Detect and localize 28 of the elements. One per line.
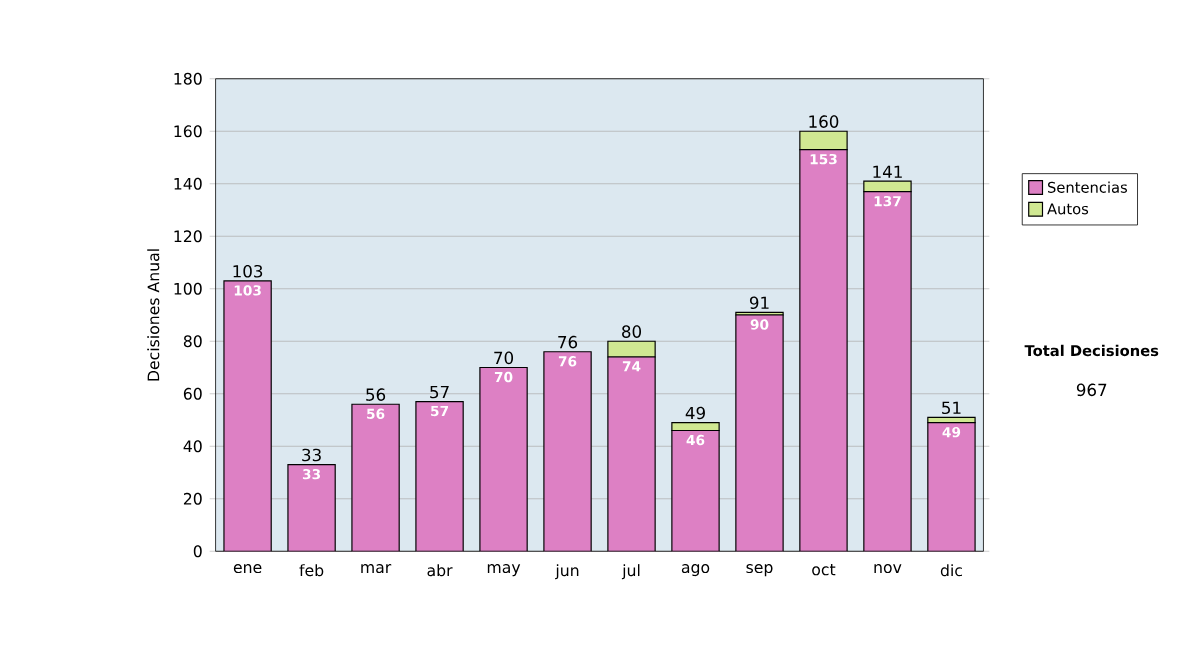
bar xyxy=(223,281,272,552)
bar xyxy=(543,352,592,552)
total-label: 49 xyxy=(685,406,705,420)
total-label: 103 xyxy=(233,265,263,278)
total-label: 80 xyxy=(622,325,642,339)
total-label: 57 xyxy=(430,386,449,399)
bar xyxy=(735,315,784,552)
total-label: 91 xyxy=(749,296,769,310)
total-label: 56 xyxy=(366,388,386,402)
text: 967 xyxy=(1076,383,1107,397)
bar xyxy=(927,422,976,552)
total-label: 70 xyxy=(494,351,514,365)
bar xyxy=(671,422,720,432)
bar xyxy=(863,180,912,193)
bar xyxy=(607,357,656,552)
bar xyxy=(415,401,464,552)
bar xyxy=(479,367,528,552)
bar xyxy=(863,191,912,552)
bar xyxy=(799,149,848,552)
total-label: 33 xyxy=(302,448,321,462)
bar xyxy=(351,404,400,552)
total-label: 76 xyxy=(558,336,578,349)
bar xyxy=(287,464,336,552)
bar xyxy=(671,430,720,552)
total-label: 51 xyxy=(942,401,961,415)
bar xyxy=(607,340,656,358)
total-label: 160 xyxy=(809,115,839,129)
total-label: 141 xyxy=(873,165,902,179)
